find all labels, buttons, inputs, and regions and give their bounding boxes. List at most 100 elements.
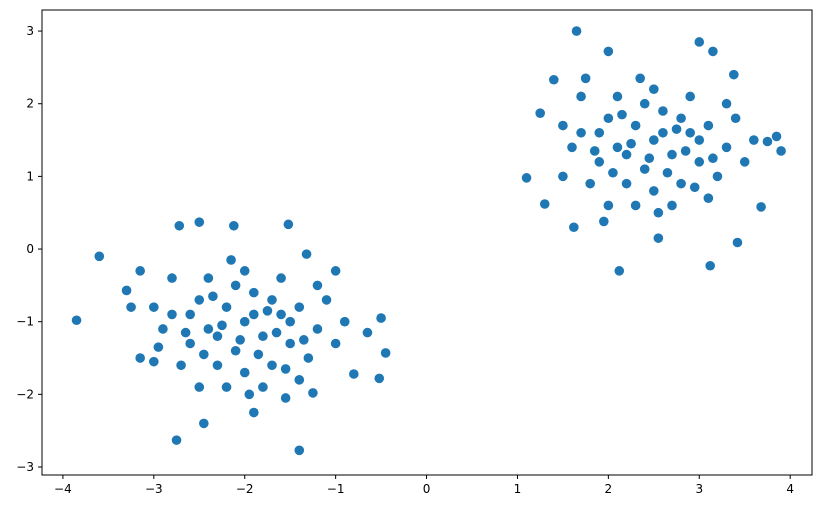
point	[635, 73, 645, 84]
point	[630, 120, 641, 131]
point	[756, 202, 766, 212]
point	[258, 382, 268, 392]
point	[749, 135, 759, 145]
x-tick-label: −3	[145, 482, 163, 496]
y-tick-label: −1	[16, 315, 34, 329]
point	[662, 167, 673, 178]
point	[694, 37, 705, 47]
point	[771, 131, 782, 142]
point	[376, 313, 386, 323]
point	[349, 369, 359, 379]
point	[271, 327, 282, 338]
point	[276, 309, 286, 320]
point	[594, 157, 605, 167]
plot-frame	[41, 9, 813, 476]
point	[308, 388, 318, 398]
point	[185, 309, 195, 320]
point	[676, 113, 686, 124]
point	[708, 153, 718, 164]
point	[549, 74, 559, 85]
point	[330, 266, 341, 276]
point	[694, 135, 705, 145]
point	[521, 173, 532, 183]
x-tick-label: 2	[605, 482, 613, 496]
point	[339, 316, 350, 327]
point	[576, 127, 586, 138]
point	[739, 157, 750, 167]
point	[212, 360, 223, 371]
point	[249, 407, 259, 418]
x-tick-label: −1	[327, 482, 345, 496]
point	[283, 219, 294, 230]
point	[705, 260, 715, 271]
point	[580, 73, 591, 84]
point	[258, 331, 268, 342]
point	[244, 389, 255, 400]
point	[558, 120, 568, 131]
point	[762, 136, 773, 147]
point	[294, 375, 305, 385]
point	[535, 108, 545, 118]
point	[703, 193, 714, 203]
point	[126, 302, 136, 312]
point	[176, 360, 186, 371]
x-tick-label: −2	[236, 482, 254, 496]
point	[280, 364, 291, 374]
point	[167, 309, 177, 320]
point	[653, 207, 664, 218]
point	[630, 200, 641, 211]
point	[589, 146, 600, 156]
point	[158, 324, 168, 334]
point	[569, 222, 579, 233]
point	[226, 255, 236, 265]
point	[239, 266, 250, 276]
point	[603, 113, 614, 124]
point	[729, 69, 739, 80]
point	[658, 127, 668, 138]
y-tick-label: 3	[26, 24, 34, 38]
point	[362, 327, 373, 338]
point	[644, 153, 655, 164]
point	[171, 435, 182, 445]
point	[603, 46, 614, 57]
y-tick-label: −3	[16, 460, 34, 474]
point	[603, 200, 614, 211]
point	[612, 91, 623, 102]
point	[312, 280, 323, 291]
point	[253, 349, 264, 360]
point	[121, 285, 132, 296]
point	[249, 287, 259, 298]
x-tick-label: −4	[54, 482, 72, 496]
point	[239, 367, 250, 378]
point	[267, 295, 277, 305]
point	[680, 146, 691, 156]
point	[685, 127, 695, 138]
point	[299, 335, 309, 345]
point	[608, 167, 618, 178]
point	[230, 280, 241, 291]
point	[621, 178, 632, 189]
point	[285, 338, 295, 349]
point	[658, 106, 668, 116]
point	[153, 342, 164, 352]
point	[639, 98, 650, 109]
point	[262, 305, 273, 316]
point	[194, 382, 205, 392]
point	[676, 178, 686, 189]
point	[539, 199, 550, 209]
point	[594, 127, 605, 138]
point	[585, 178, 595, 189]
point	[280, 393, 291, 403]
point	[203, 324, 214, 334]
point	[149, 356, 159, 367]
point	[174, 220, 185, 231]
point	[694, 157, 705, 167]
point	[135, 353, 145, 363]
point	[294, 445, 305, 456]
x-tick-label: 3	[695, 482, 703, 496]
point	[730, 113, 741, 124]
point	[276, 273, 286, 283]
point	[294, 302, 305, 312]
point	[721, 142, 732, 153]
